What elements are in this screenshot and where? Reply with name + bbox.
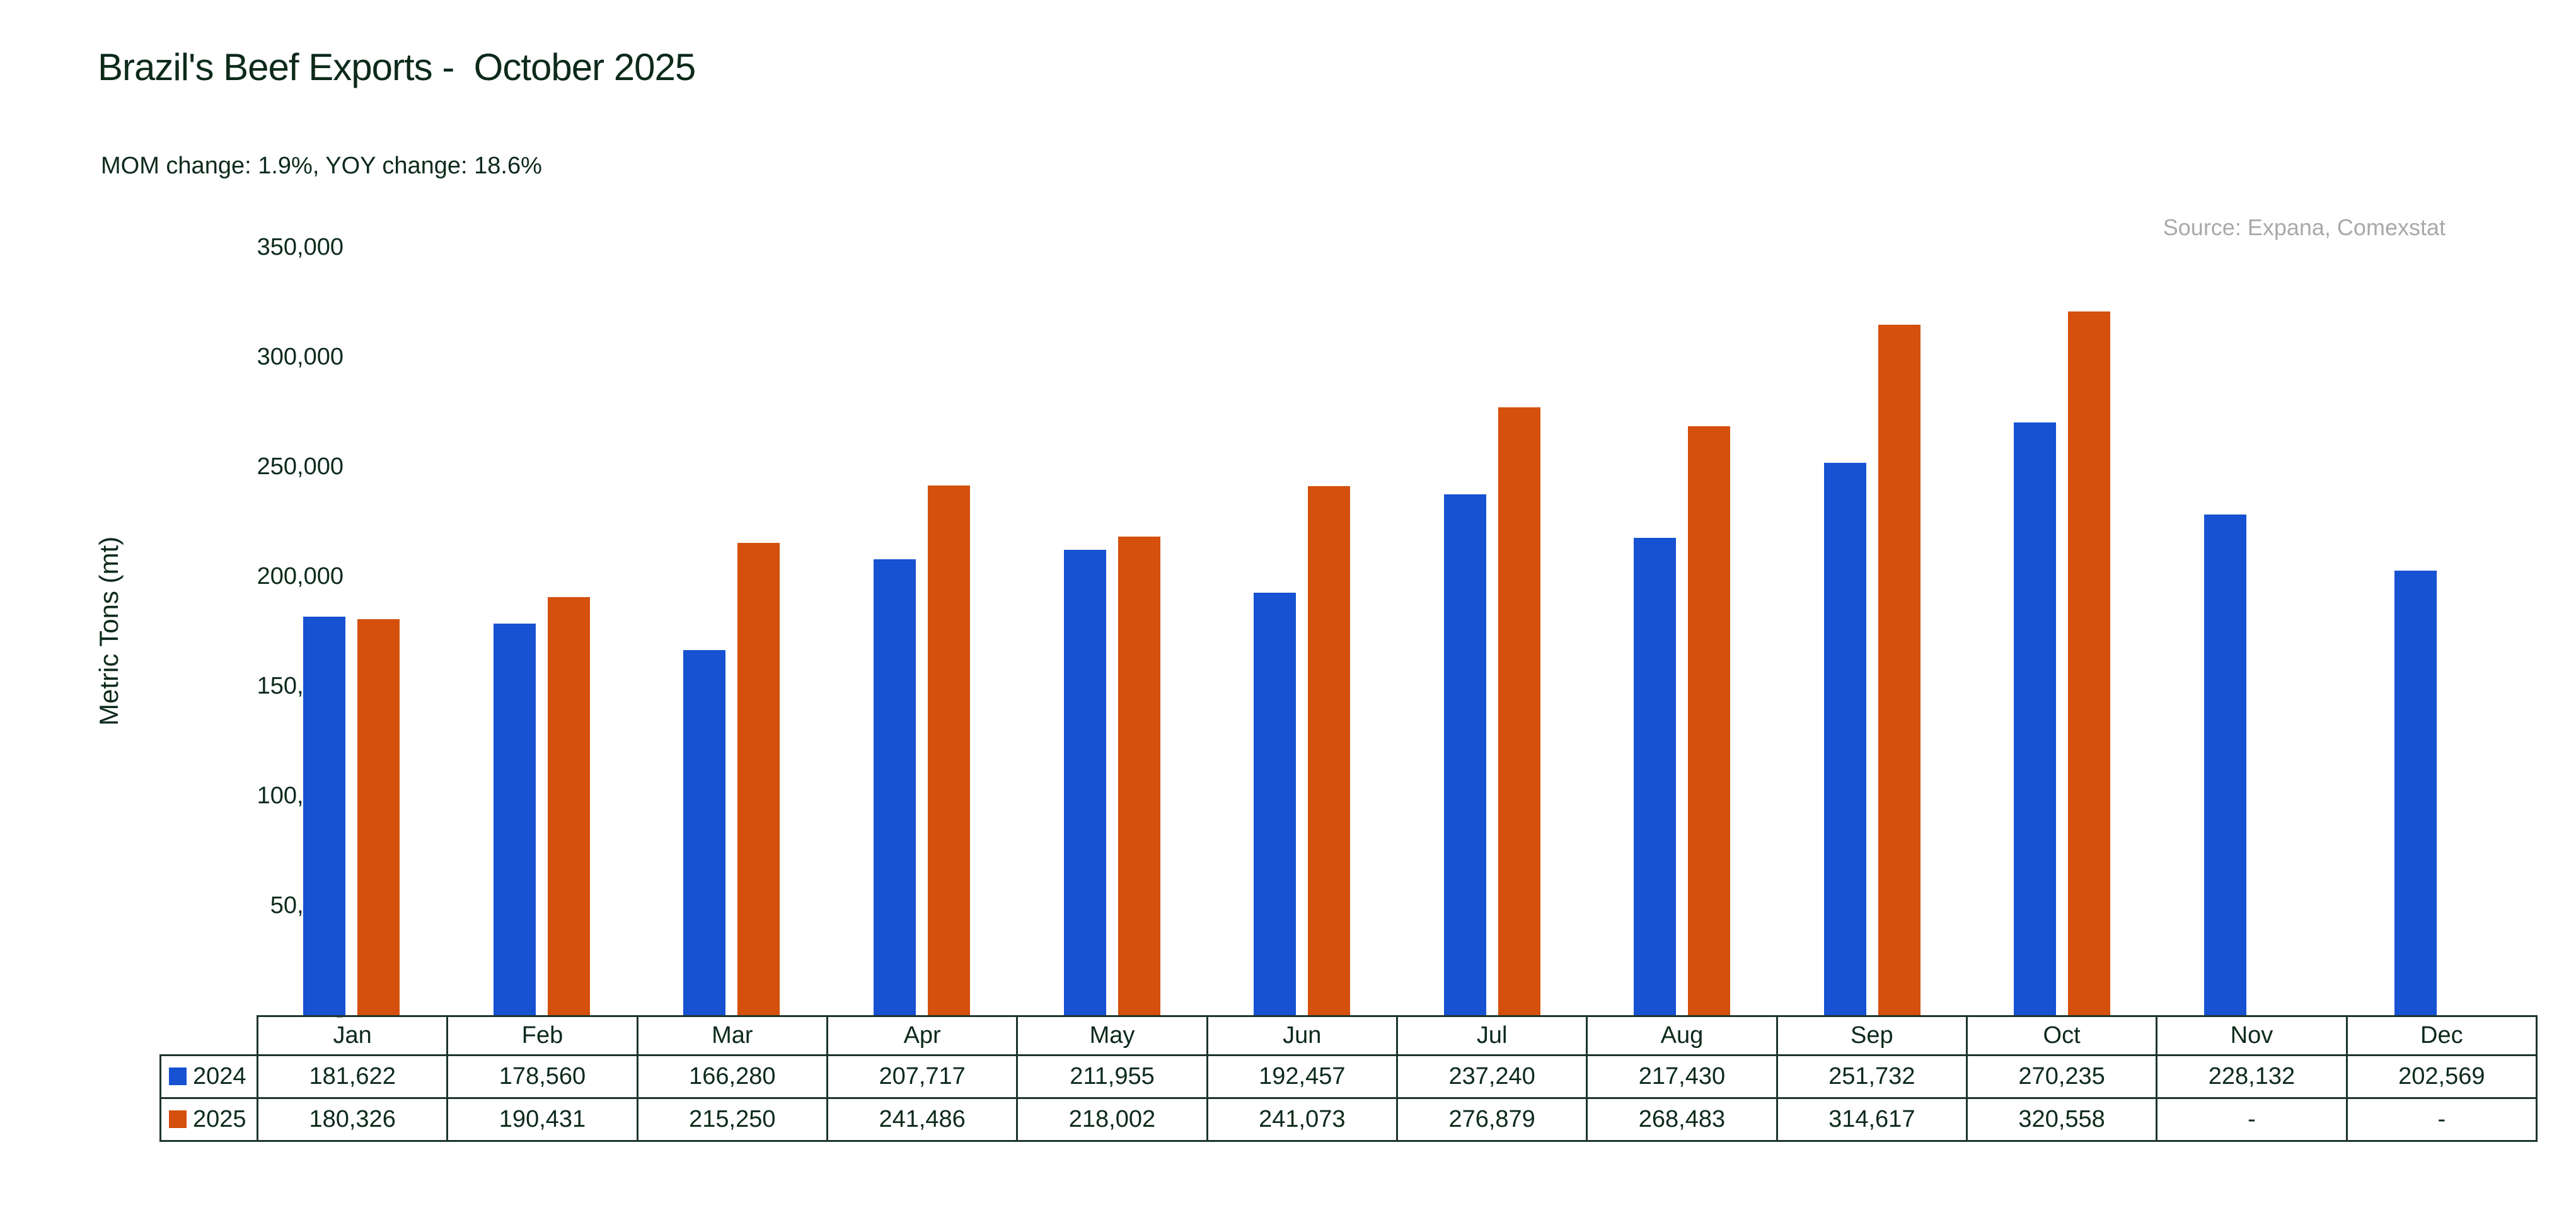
y-axis-title: Metric Tons (mt) xyxy=(94,536,124,726)
value-2025-mar: 215,250 xyxy=(636,1097,828,1142)
table-row-2024: 2024 181,622 178,560 166,280 207,717 211,955 1… xyxy=(159,1054,2538,1099)
value-2024-mar: 166,280 xyxy=(636,1054,828,1099)
bar-2025-oct xyxy=(2068,311,2111,1015)
bar-2024-dec xyxy=(2394,571,2437,1015)
bar-group-jan xyxy=(257,247,447,1015)
bar-group-dec xyxy=(2347,247,2538,1015)
bar-group-may xyxy=(1017,247,1207,1015)
month-header-jun: Jun xyxy=(1206,1015,1398,1056)
value-2024-aug: 217,430 xyxy=(1586,1054,1778,1099)
month-header-nov: Nov xyxy=(2156,1015,2348,1056)
table-body: 2024 181,622 178,560 166,280 207,717 211,955 1… xyxy=(159,1054,2538,1142)
y-tick-label: 200,000 xyxy=(257,563,344,590)
value-2024-dec: 202,569 xyxy=(2345,1054,2538,1099)
source-note: Source: Expana, Comexstat xyxy=(2163,214,2446,240)
bar-2024-nov xyxy=(2204,515,2247,1015)
value-2024-feb: 178,560 xyxy=(446,1054,638,1099)
value-2024-jan: 181,622 xyxy=(256,1054,449,1099)
value-2024-may: 211,955 xyxy=(1016,1054,1208,1099)
value-2024-oct: 270,235 xyxy=(1965,1054,2158,1099)
value-2025-sep: 314,617 xyxy=(1776,1097,1968,1142)
value-2025-apr: 241,486 xyxy=(826,1097,1019,1142)
month-header-mar: Mar xyxy=(636,1015,828,1056)
chart-subtitle: MOM change: 1.9%, YOY change: 18.6% xyxy=(101,153,542,179)
bar-2024-jan xyxy=(303,616,346,1015)
value-2025-oct: 320,558 xyxy=(1965,1097,2158,1142)
bar-group-sep xyxy=(1777,247,1968,1015)
y-tick-label: 250,000 xyxy=(257,453,344,480)
table-row-2025: 2025 180,326 190,431 215,250 241,486 218,002 2… xyxy=(159,1097,2538,1142)
month-header-oct: Oct xyxy=(1965,1015,2158,1056)
month-header-jul: Jul xyxy=(1395,1015,1588,1056)
month-header-dec: Dec xyxy=(2345,1015,2538,1056)
value-2025-aug: 268,483 xyxy=(1586,1097,1778,1142)
value-2024-sep: 251,732 xyxy=(1776,1054,1968,1099)
bar-2024-mar xyxy=(683,650,726,1015)
bar-2025-jul xyxy=(1498,407,1540,1015)
value-2025-may: 218,002 xyxy=(1016,1097,1208,1142)
bar-2024-aug xyxy=(1634,538,1677,1015)
value-2024-jun: 192,457 xyxy=(1206,1054,1398,1099)
bar-2024-jul xyxy=(1443,494,1486,1015)
bar-group-mar xyxy=(637,247,827,1015)
bar-2025-may xyxy=(1118,537,1160,1015)
bar-group-jul xyxy=(1397,247,1587,1015)
bar-group-nov xyxy=(2157,247,2348,1015)
bar-2025-jan xyxy=(357,619,400,1015)
bar-2024-jun xyxy=(1254,593,1297,1015)
bar-2025-feb xyxy=(547,597,590,1015)
value-2024-nov: 228,132 xyxy=(2156,1054,2348,1099)
value-2025-jan: 180,326 xyxy=(256,1097,449,1142)
value-2024-apr: 207,717 xyxy=(826,1054,1019,1099)
bar-2025-aug xyxy=(1688,426,1731,1015)
bar-2025-apr xyxy=(928,485,971,1015)
data-table: Jan Feb Mar Apr May Jun Jul Aug Sep Oct Nov Dec 202… xyxy=(159,1015,2538,1142)
bar-2024-feb xyxy=(493,623,536,1015)
month-header-sep: Sep xyxy=(1776,1015,1968,1056)
bar-group-oct xyxy=(1967,247,2157,1015)
bar-group-feb xyxy=(447,247,637,1015)
value-2025-feb: 190,431 xyxy=(446,1097,638,1142)
month-header-apr: Apr xyxy=(826,1015,1019,1056)
month-header-may: May xyxy=(1016,1015,1208,1056)
bar-2024-may xyxy=(1063,550,1106,1015)
bar-2025-mar xyxy=(737,542,780,1015)
month-header-aug: Aug xyxy=(1586,1015,1778,1056)
month-header-feb: Feb xyxy=(446,1015,638,1056)
bar-2024-oct xyxy=(2014,422,2057,1015)
y-tick-label: 300,000 xyxy=(257,344,344,370)
value-2024-jul: 237,240 xyxy=(1395,1054,1588,1099)
series-label-2024: 2024 xyxy=(159,1054,258,1099)
month-header-jan: Jan xyxy=(256,1015,449,1056)
bar-2025-jun xyxy=(1308,486,1351,1015)
y-tick-label: 350,000 xyxy=(257,234,344,260)
bar-group-jun xyxy=(1207,247,1397,1015)
value-2025-nov: - xyxy=(2156,1097,2348,1142)
legend-swatch-2024 xyxy=(169,1067,187,1085)
series-label-2025: 2025 xyxy=(159,1097,258,1142)
value-2025-jul: 276,879 xyxy=(1395,1097,1588,1142)
legend-swatch-2025 xyxy=(169,1110,187,1128)
value-2025-dec: - xyxy=(2345,1097,2538,1142)
table-blank-corner xyxy=(161,1016,258,1056)
chart-title: Brazil's Beef Exports - October 2025 xyxy=(98,46,696,88)
bar-2025-sep xyxy=(1878,325,1920,1015)
bar-group-apr xyxy=(827,247,1017,1015)
value-2025-jun: 241,073 xyxy=(1206,1097,1398,1142)
bar-2024-apr xyxy=(874,559,916,1015)
table-head: Jan Feb Mar Apr May Jun Jul Aug Sep Oct Nov Dec xyxy=(161,1015,2538,1056)
bar-2024-sep xyxy=(1823,462,1866,1015)
plot-area xyxy=(257,247,2538,1015)
bar-group-aug xyxy=(1587,247,1777,1015)
